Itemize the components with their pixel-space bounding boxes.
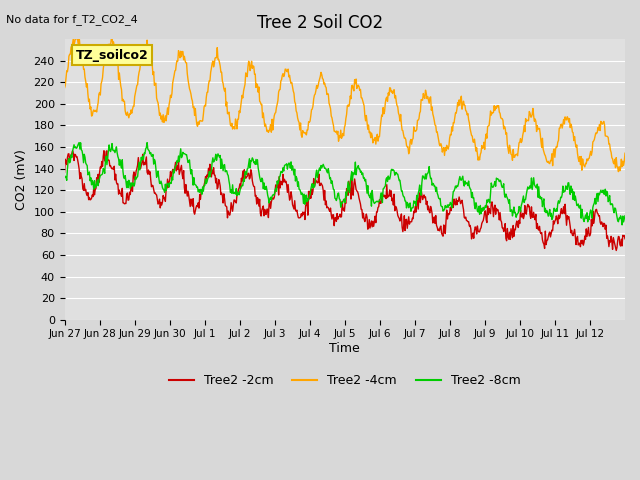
Y-axis label: CO2 (mV): CO2 (mV) [15, 149, 28, 210]
Text: Tree 2 Soil CO2: Tree 2 Soil CO2 [257, 14, 383, 33]
Text: TZ_soilco2: TZ_soilco2 [76, 48, 148, 61]
Text: No data for f_T2_CO2_4: No data for f_T2_CO2_4 [6, 14, 138, 25]
Legend: Tree2 -2cm, Tree2 -4cm, Tree2 -8cm: Tree2 -2cm, Tree2 -4cm, Tree2 -8cm [164, 369, 525, 392]
X-axis label: Time: Time [330, 342, 360, 355]
